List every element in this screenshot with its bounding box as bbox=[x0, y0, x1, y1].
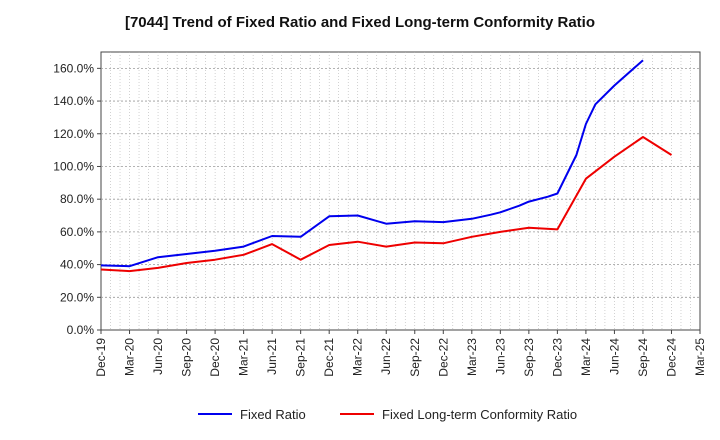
x-tick-label: Dec-20 bbox=[208, 338, 222, 377]
x-tick-label: Dec-21 bbox=[322, 338, 336, 377]
x-tick-label: Mar-23 bbox=[465, 338, 479, 376]
y-tick-label: 160.0% bbox=[53, 61, 94, 75]
plot-area bbox=[100, 51, 701, 331]
x-tick-label: Mar-21 bbox=[237, 338, 251, 376]
x-tick-label: Dec-24 bbox=[664, 338, 678, 377]
x-tick-label: Sep-24 bbox=[636, 338, 650, 377]
x-tick-label: Mar-22 bbox=[351, 338, 365, 376]
legend-fixed-long-term-conformity-ratio-label: Fixed Long-term Conformity Ratio bbox=[382, 407, 577, 422]
series-line-fixed-ratio bbox=[100, 59, 644, 268]
x-tick-label: Mar-25 bbox=[693, 338, 707, 376]
x-tick-label: Sep-22 bbox=[408, 338, 422, 377]
y-tick-label: 120.0% bbox=[53, 127, 94, 141]
y-tick-label: 40.0% bbox=[60, 258, 94, 272]
x-tick-label: Sep-21 bbox=[294, 338, 308, 377]
x-tick-label: Jun-22 bbox=[379, 338, 393, 375]
y-tick-label: 100.0% bbox=[53, 159, 94, 173]
x-tick-label: Jun-21 bbox=[265, 338, 279, 375]
y-tick-label: 0.0% bbox=[67, 323, 95, 337]
legend-fixed-ratio-label: Fixed Ratio bbox=[240, 407, 306, 422]
y-tick-label: 140.0% bbox=[53, 94, 94, 108]
x-tick-label: Mar-24 bbox=[579, 338, 593, 376]
y-tick-label: 80.0% bbox=[60, 192, 94, 206]
chart-title: [7044] Trend of Fixed Ratio and Fixed Lo… bbox=[124, 14, 596, 31]
x-tick-label: Jun-24 bbox=[607, 338, 621, 375]
y-tick-label: 20.0% bbox=[60, 290, 94, 304]
y-tick-label: 60.0% bbox=[60, 225, 94, 239]
series-line-fixed-long-term-conformity-ratio bbox=[100, 136, 673, 273]
x-tick-label: Sep-20 bbox=[180, 338, 194, 377]
x-tick-label: Sep-23 bbox=[522, 338, 536, 377]
x-tick-label: Dec-23 bbox=[550, 338, 564, 377]
x-tick-label: Mar-20 bbox=[123, 338, 137, 376]
x-tick-label: Dec-19 bbox=[94, 338, 108, 377]
x-tick-label: Jun-20 bbox=[151, 338, 165, 375]
x-tick-label: Jun-23 bbox=[493, 338, 507, 375]
x-tick-label: Dec-22 bbox=[436, 338, 450, 377]
